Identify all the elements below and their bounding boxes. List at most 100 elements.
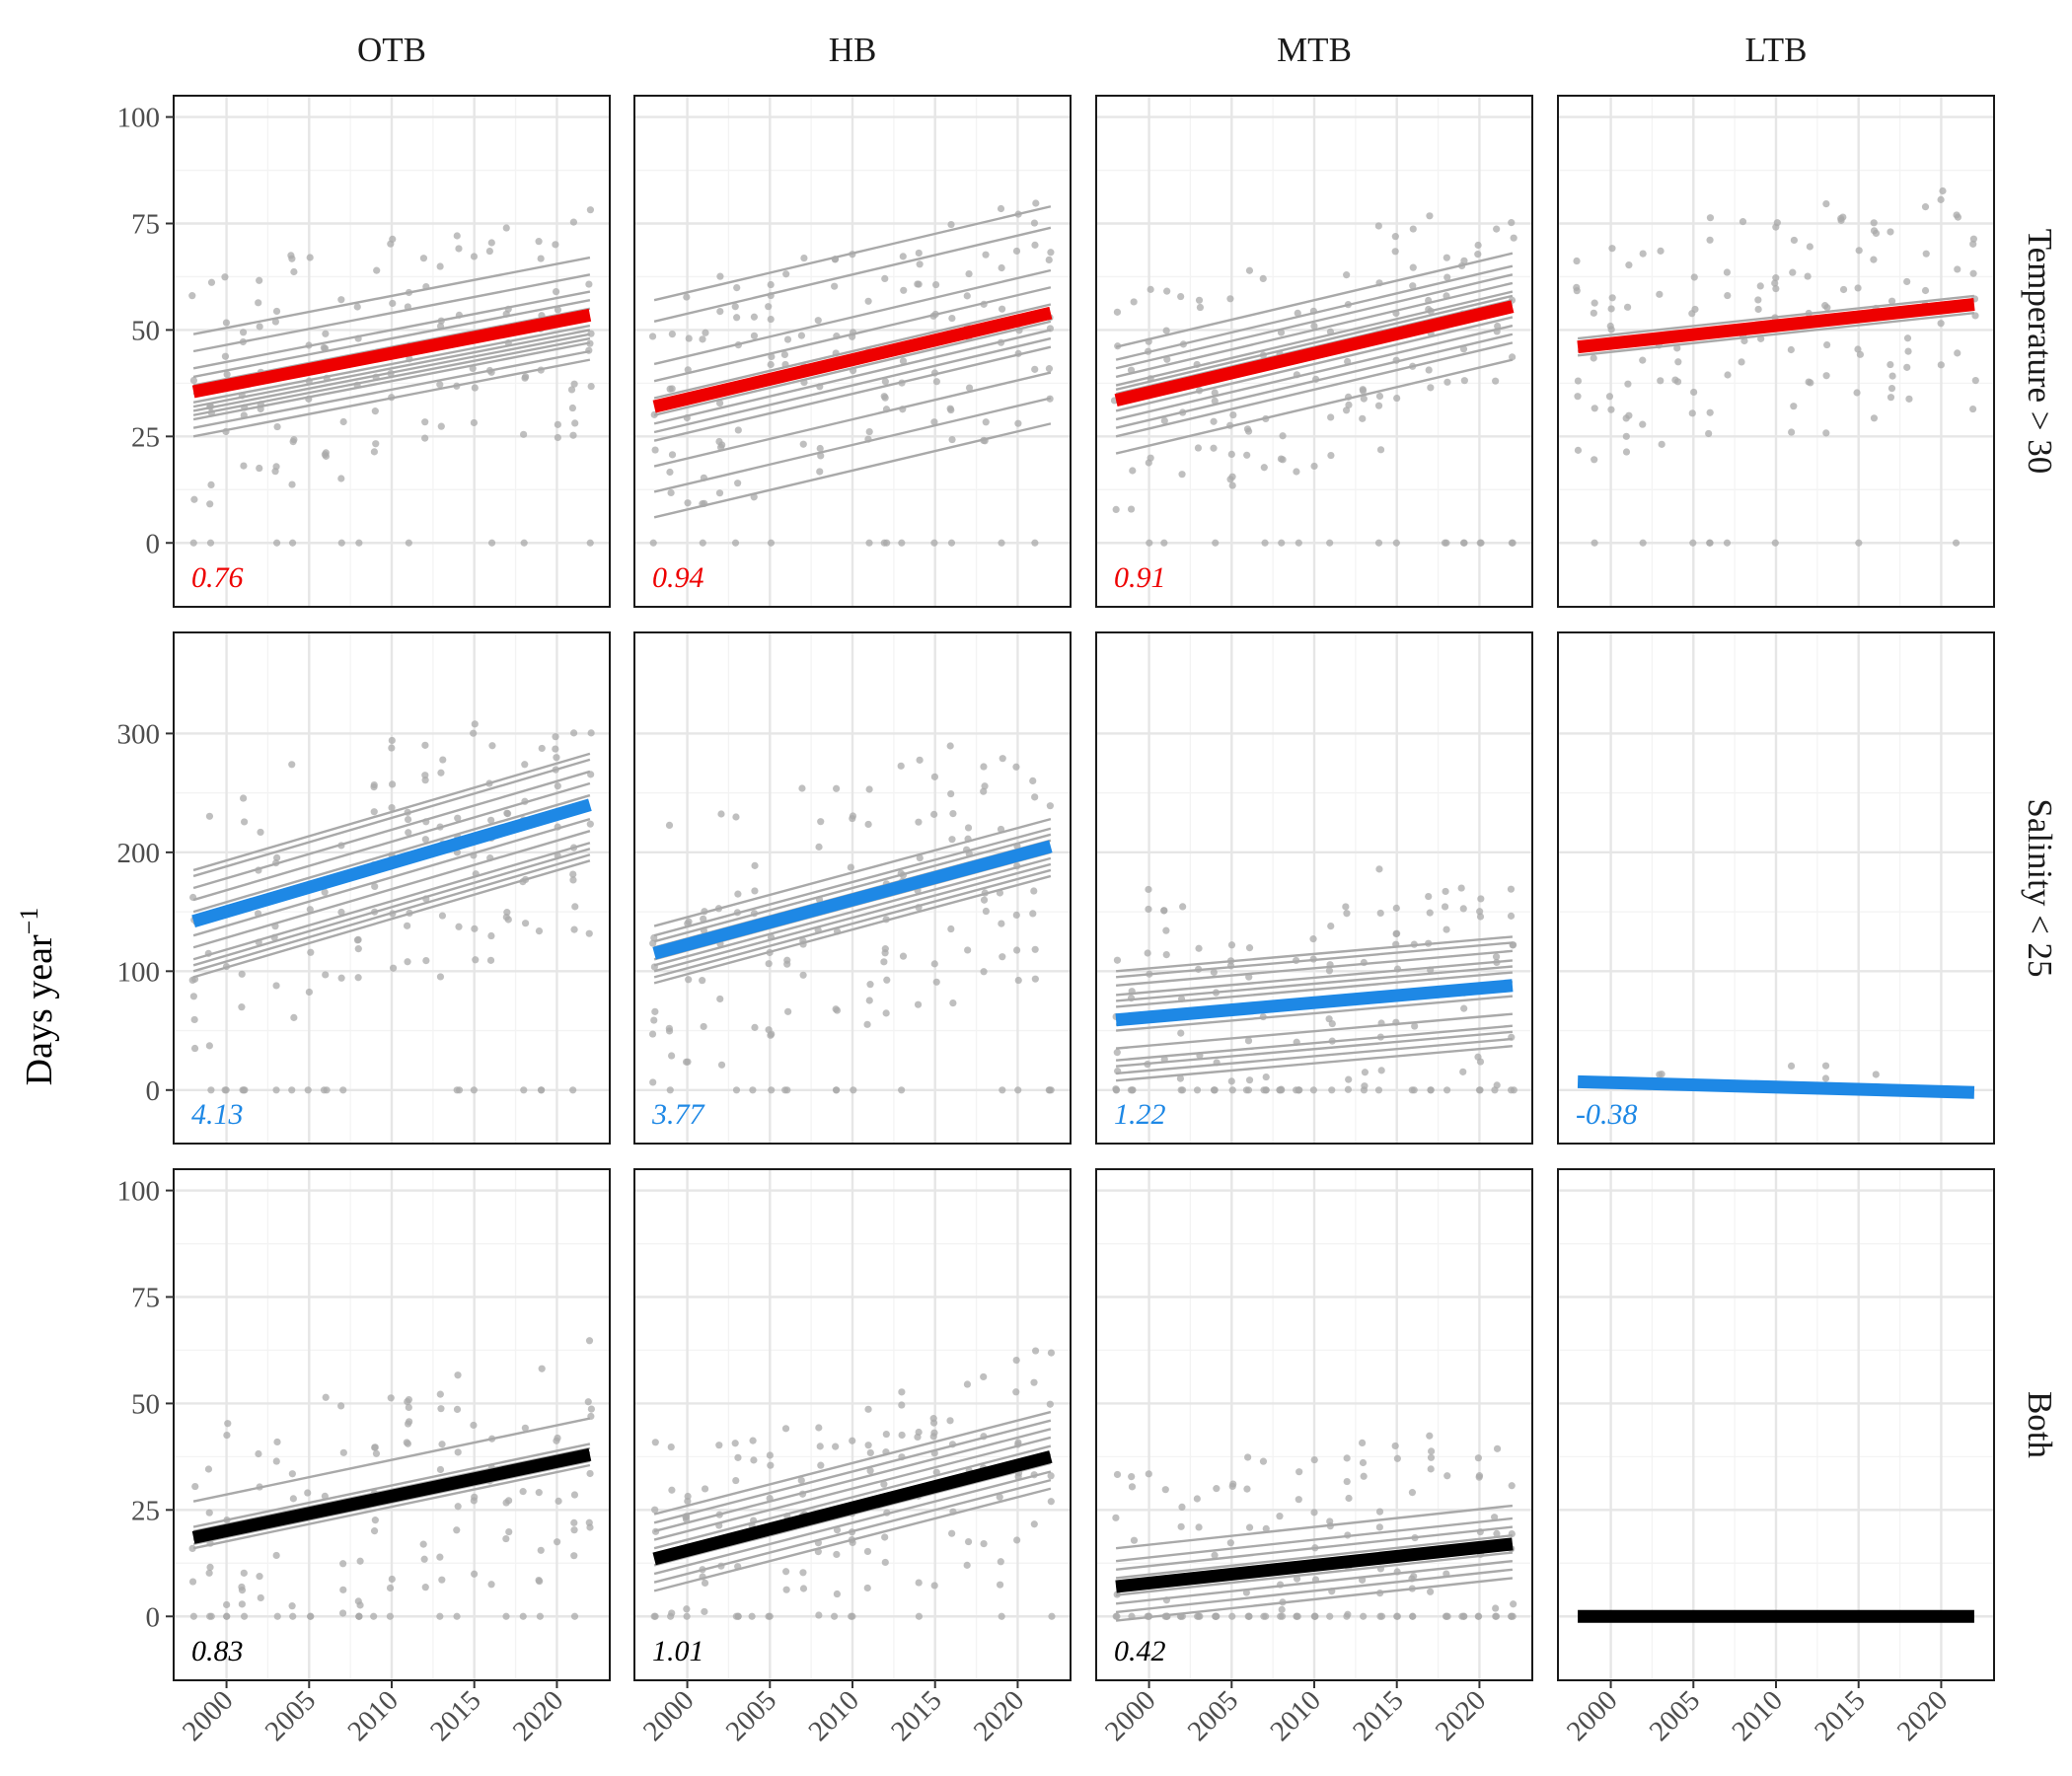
data-point [1326,1612,1334,1620]
data-point [571,903,579,911]
data-point [765,303,773,311]
data-point [436,1553,444,1561]
data-point [947,789,955,798]
panel-border [1095,95,1533,608]
data-point [288,761,296,769]
station-trend-line [1115,1517,1514,1563]
data-point [503,809,511,817]
data-point [389,235,397,243]
data-point [1508,219,1516,227]
data-point [946,405,954,412]
data-point [1872,1071,1880,1078]
x-tick-label: 2000 [1561,1684,1624,1747]
data-point [535,238,543,246]
data-point [1031,365,1039,373]
data-point [521,920,530,927]
data-point [949,999,957,1007]
data-point [1409,263,1417,271]
slope-annotation: 0.83 [191,1635,244,1667]
data-point [649,539,657,547]
data-point [734,890,742,898]
data-point [1178,471,1186,479]
data-point [207,1086,215,1094]
data-point [1113,1049,1121,1057]
x-tick-label: 2005 [720,1684,783,1747]
data-point [1211,397,1219,406]
data-point [1012,247,1021,256]
data-point [1937,195,1945,203]
data-point [1492,377,1500,385]
station-trend-line [1115,1534,1514,1580]
data-point [223,1432,231,1440]
data-point [554,1538,561,1546]
data-point [1427,384,1435,392]
data-point [205,812,214,820]
data-point [930,810,938,818]
x-tick-label: 2015 [1347,1684,1410,1747]
data-point [272,307,281,316]
data-point [767,280,775,289]
data-point [1146,539,1153,547]
data-point [190,495,198,503]
data-point [1491,1514,1499,1521]
data-point [1030,1378,1038,1386]
data-point [1954,265,1961,273]
column-strip-label: OTB [357,31,426,69]
data-point [1012,911,1020,919]
data-point [980,763,988,771]
data-point [240,1612,249,1620]
data-point [916,853,924,862]
data-point [1771,279,1779,287]
data-point [1639,539,1647,547]
data-point [750,332,759,339]
station-trend-line [192,842,591,961]
data-point [1887,394,1895,402]
data-point [849,814,856,823]
station-trend-line [653,303,1052,400]
data-point [1376,1612,1384,1620]
data-point [650,1016,658,1024]
overall-trend-line [1577,1074,1975,1099]
data-point [570,1526,578,1534]
station-trend-line [653,1487,1052,1592]
data-point [520,430,528,438]
data-point [881,394,889,402]
station-trend-line [653,371,1052,468]
data-point [799,1585,808,1592]
data-point [866,981,874,989]
data-point [715,489,724,497]
data-point [866,1467,874,1475]
data-point [273,853,281,861]
data-point [665,821,674,830]
y-tick-label: 50 [131,1388,160,1420]
data-point [470,1086,478,1094]
data-point [371,1443,379,1451]
data-point [830,1612,839,1620]
overall-trend-line [1577,298,1975,354]
data-point [1243,1485,1251,1493]
data-point [980,1372,988,1381]
data-point [733,283,741,292]
station-trend-line [192,758,591,878]
data-point [1162,926,1170,934]
data-point [1227,450,1235,458]
data-point [964,824,973,832]
data-point [998,539,1005,547]
data-point [650,1612,658,1620]
data-point [1375,1508,1384,1516]
data-point [1179,903,1187,911]
data-point [204,1465,213,1473]
data-point [470,1421,478,1430]
data-point [1193,1495,1201,1503]
data-point [1442,1612,1450,1620]
data-point [717,1061,726,1069]
data-point [554,782,561,790]
station-trend-line [653,833,1052,943]
data-point [915,1579,923,1587]
data-point [831,282,839,290]
x-tick-label: 2005 [259,1684,323,1747]
station-trend-line [653,1419,1052,1524]
data-point [751,1023,759,1031]
data-point [1045,1086,1053,1094]
data-point [453,1612,461,1620]
